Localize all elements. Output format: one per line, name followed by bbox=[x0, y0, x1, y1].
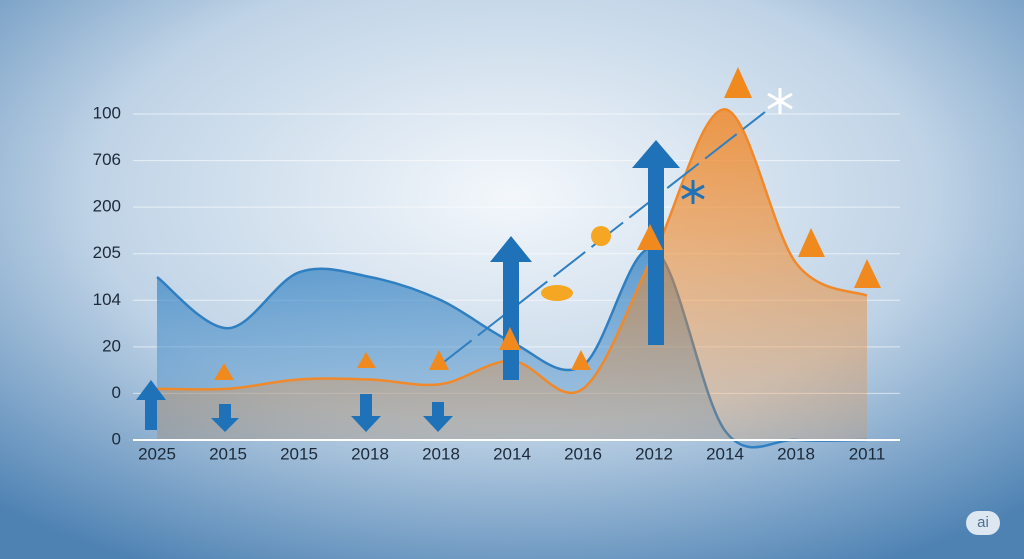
weather-icon bbox=[541, 285, 573, 301]
down-arrow bbox=[351, 394, 381, 432]
area-fill bbox=[157, 109, 867, 440]
series-line bbox=[156, 108, 868, 395]
x-tick-label: 2018 bbox=[422, 444, 460, 463]
y-tick-label: 205 bbox=[93, 243, 121, 262]
up-arrow bbox=[136, 380, 166, 430]
x-tick-label: 2015 bbox=[209, 444, 247, 463]
x-tick-label: 2016 bbox=[564, 444, 602, 463]
snowflake-icon bbox=[681, 180, 705, 204]
y-tick-label: 100 bbox=[93, 103, 121, 122]
x-tick-label: 2014 bbox=[706, 444, 744, 463]
snowflake-icon bbox=[767, 88, 793, 114]
up-arrow bbox=[490, 236, 532, 380]
y-tick-label: 20 bbox=[102, 336, 121, 355]
x-tick-label: 2018 bbox=[777, 444, 815, 463]
x-tick-label: 2018 bbox=[351, 444, 389, 463]
badge bbox=[966, 511, 1000, 535]
y-tick-label: 706 bbox=[93, 150, 121, 169]
y-tick-label: 0 bbox=[112, 383, 121, 402]
badge-text: ai bbox=[977, 514, 989, 531]
y-tick-label: 0 bbox=[112, 429, 121, 448]
y-tick-label: 200 bbox=[93, 197, 121, 216]
x-tick-label: 2025 bbox=[138, 444, 176, 463]
down-arrow bbox=[423, 402, 453, 432]
x-tick-label: 2015 bbox=[280, 444, 318, 463]
x-tick-label: 2014 bbox=[493, 444, 531, 463]
sun-icon bbox=[591, 226, 611, 246]
x-tick-label: 2011 bbox=[849, 444, 886, 463]
down-arrow bbox=[211, 404, 239, 432]
x-tick-label: 2012 bbox=[635, 444, 673, 463]
triangles bbox=[214, 67, 881, 380]
y-tick-label: 104 bbox=[93, 290, 121, 309]
decorations: ai bbox=[136, 67, 1000, 535]
